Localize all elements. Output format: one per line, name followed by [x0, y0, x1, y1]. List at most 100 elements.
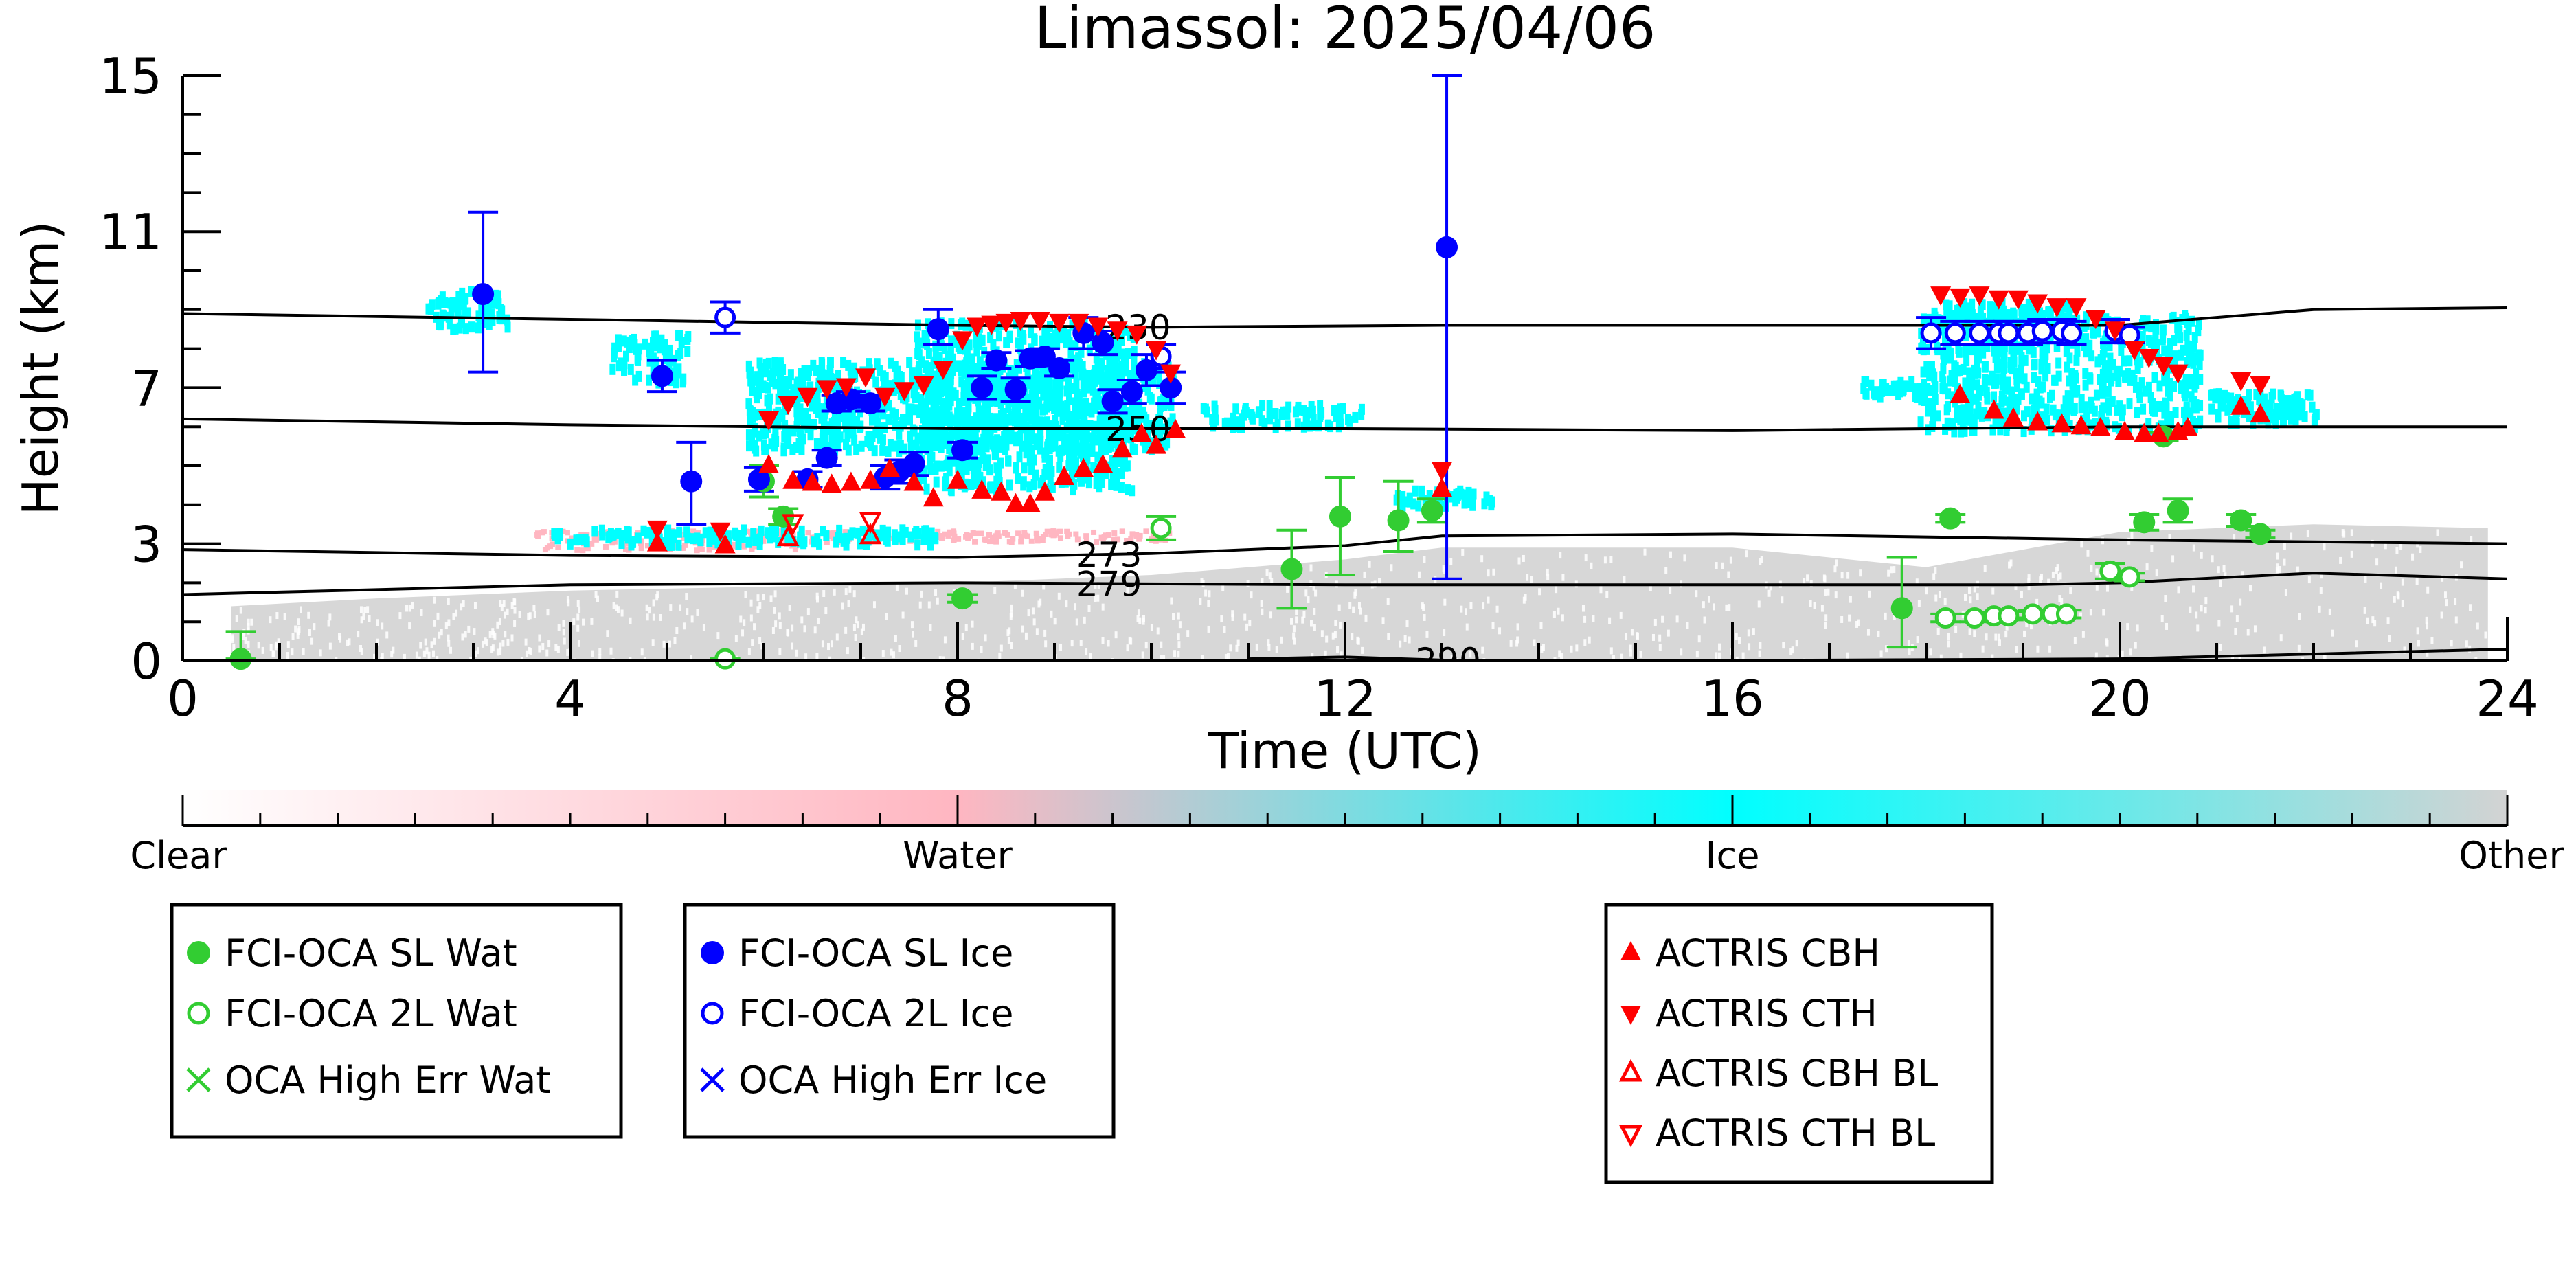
bg-water-pixel [1115, 536, 1121, 543]
bg-speck [800, 616, 804, 624]
actris-cth-point [1029, 312, 1050, 331]
bg-ice-pixel [2114, 404, 2121, 416]
bg-ice-pixel [2171, 381, 2178, 392]
bg-ice-pixel [777, 389, 784, 401]
bg-ice-pixel [1917, 392, 1923, 403]
fci-oca-sl-ice-point [1101, 390, 1124, 413]
bg-ice-pixel [1925, 385, 1932, 396]
bg-speck [1959, 652, 1963, 659]
bg-speck [1968, 628, 1971, 635]
bg-ice-pixel [1114, 472, 1120, 484]
bg-ice-pixel [919, 401, 926, 413]
bg-speck [1177, 641, 1181, 648]
bg-speck [1403, 635, 1407, 642]
bg-ice-pixel [486, 319, 493, 330]
bg-ice-pixel [1064, 400, 1071, 411]
bg-ice-pixel [868, 414, 875, 426]
bg-ice-pixel [798, 444, 805, 455]
bg-speck [1998, 639, 2001, 646]
bg-speck [2375, 558, 2379, 566]
actris-cbh-point [1005, 493, 1026, 512]
bg-ice-pixel [855, 527, 862, 539]
bg-speck [1083, 616, 1086, 624]
bg-speck [1156, 627, 1160, 635]
bg-ice-pixel [2018, 304, 2025, 316]
actris-cbh-point [646, 532, 668, 552]
bg-speck [646, 613, 649, 621]
bg-speck [1859, 569, 1862, 577]
bg-water-pixel [1133, 532, 1140, 538]
bg-ice-pixel [1072, 425, 1079, 436]
fci-oca-sl-wat-point [1387, 509, 1410, 532]
bg-ice-pixel [1072, 340, 1079, 352]
bg-speck [1533, 639, 1536, 646]
bg-speck [1024, 632, 1028, 640]
bg-water-pixel [635, 530, 641, 536]
bg-speck [510, 602, 514, 609]
bg-ice-pixel [2215, 388, 2222, 400]
bg-water-pixel [591, 536, 598, 543]
bg-speck [1664, 567, 1668, 574]
bg-ice-pixel [2060, 404, 2067, 416]
bg-speck [538, 634, 541, 642]
bg-speck [1009, 642, 1013, 649]
actris-cbh-point [2027, 411, 2048, 431]
bg-water-pixel [987, 539, 993, 545]
bg-ice-pixel [1068, 383, 1075, 394]
bg-ice-pixel [1073, 418, 1080, 429]
bg-ice-pixel [607, 528, 614, 539]
bg-speck [1057, 592, 1061, 600]
bg-speck [533, 611, 536, 618]
bg-ice-pixel [2161, 407, 2168, 419]
bg-ice-pixel [1011, 415, 1018, 427]
bg-speck [261, 646, 264, 654]
bg-speck [2275, 567, 2279, 575]
bg-speck [1855, 620, 1859, 628]
bg-speck [2058, 595, 2061, 602]
bg-ice-pixel [1917, 416, 1924, 428]
bg-speck [690, 615, 694, 623]
bg-water-pixel [1034, 534, 1040, 540]
bg-ice-pixel [1920, 366, 1927, 378]
bg-ice-pixel [827, 357, 834, 368]
bg-ice-pixel [2031, 372, 2038, 383]
bg-ice-pixel [1043, 418, 1050, 429]
bg-speck [1557, 607, 1560, 615]
bg-ice-pixel [1036, 435, 1043, 447]
bg-water-pixel [1105, 532, 1111, 538]
bg-ice-pixel [1452, 495, 1459, 507]
bg-speck [380, 657, 383, 661]
bg-ice-pixel [653, 340, 660, 352]
bg-speck [500, 604, 504, 611]
bg-ice-pixel [1934, 410, 1941, 422]
bg-ice-pixel [611, 351, 618, 363]
bg-ice-pixel [2268, 412, 2275, 424]
bg-speck [1339, 621, 1342, 629]
bg-ice-pixel [970, 364, 977, 376]
bg-ice-pixel [951, 337, 958, 348]
bg-speck [1669, 551, 1672, 558]
bg-ice-pixel [1131, 363, 1138, 375]
bg-speck [1336, 646, 1340, 653]
bg-speck [791, 624, 794, 632]
bg-ice-pixel [992, 413, 999, 425]
actris-cbh-point [782, 469, 804, 489]
actris-cbh-point [1165, 418, 1186, 438]
bg-speck [1639, 651, 1642, 658]
bg-ice-pixel [1930, 399, 1936, 411]
bg-ice-pixel [971, 449, 978, 461]
bg-speck [2204, 597, 2208, 605]
bg-ice-pixel [1896, 380, 1903, 392]
bg-speck [1612, 655, 1615, 661]
bg-ice-pixel [504, 321, 511, 333]
bg-speck [1469, 651, 1472, 658]
bg-ice-pixel [929, 418, 936, 429]
bg-speck [422, 650, 426, 657]
bg-ice-pixel [2100, 402, 2107, 414]
bg-speck [1558, 650, 1561, 657]
bg-speck [1443, 598, 1447, 606]
bg-speck [741, 629, 745, 637]
bg-ice-pixel [2268, 392, 2275, 403]
bg-ice-pixel [958, 471, 965, 482]
bg-ice-pixel [745, 398, 752, 410]
